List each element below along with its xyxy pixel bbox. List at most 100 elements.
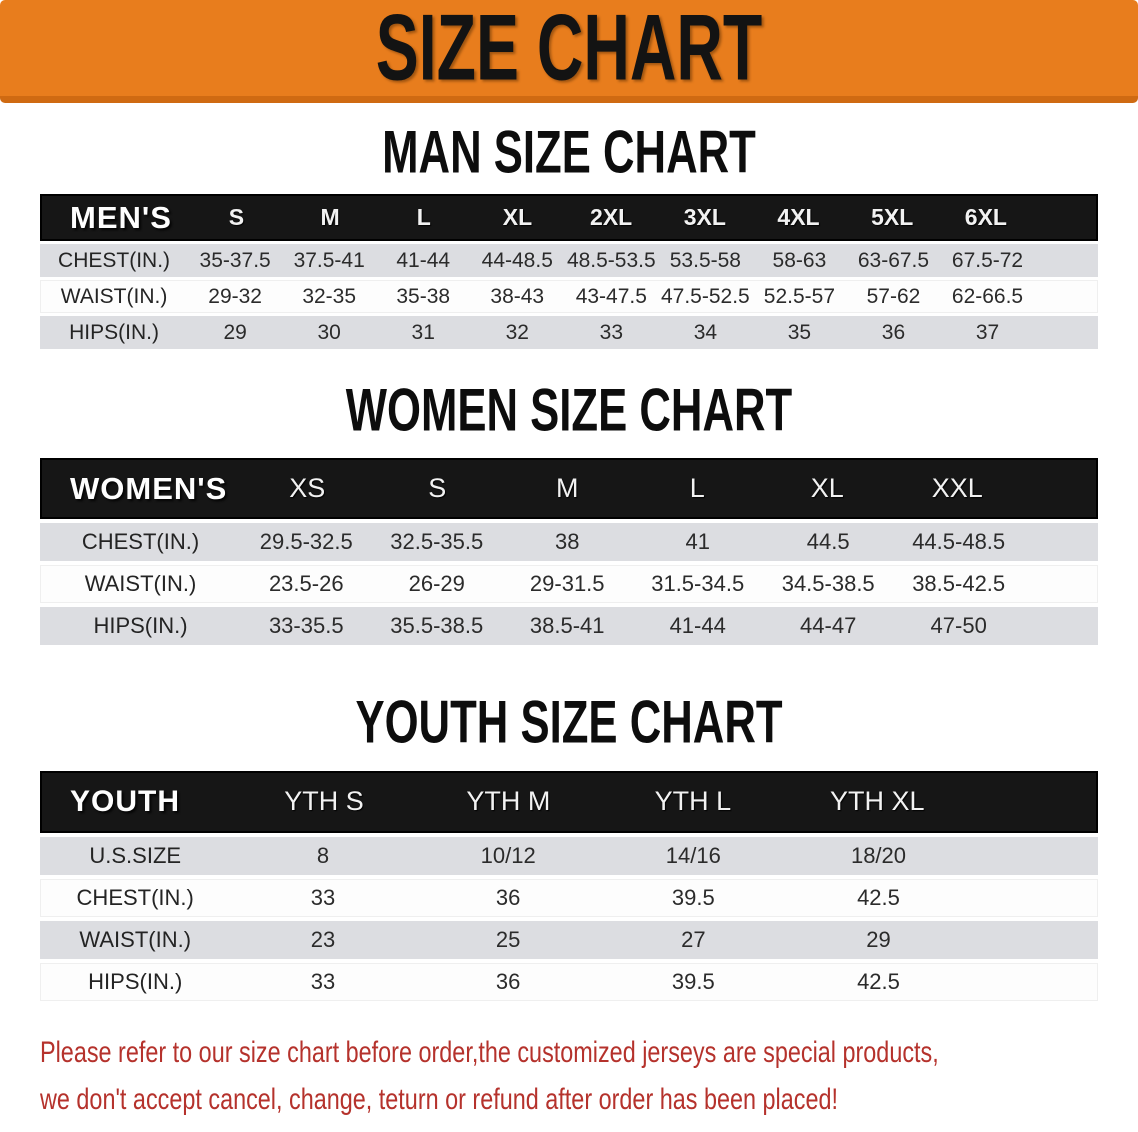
column-header: YTH XL — [830, 786, 925, 817]
size-value: 35.5-38.5 — [390, 613, 484, 639]
column-header: YTH L — [654, 786, 732, 817]
size-value: 44-47 — [800, 613, 857, 639]
size-value: 32 — [505, 320, 529, 344]
row-label: WAIST(IN.) — [60, 284, 168, 308]
size-value: 23 — [310, 926, 336, 952]
size-value: 41-44 — [669, 613, 726, 639]
size-value: 30 — [317, 320, 341, 344]
size-value: 26-29 — [408, 571, 465, 597]
banner-title: SIZE CHART — [375, 0, 763, 101]
row-label: HIPS(IN.) — [93, 613, 188, 639]
table-row: U.S.SIZE 8 10/12 14/16 18/20 — [40, 836, 1098, 875]
size-value: 43-47.5 — [575, 284, 647, 308]
size-value: 29 — [223, 320, 247, 344]
disclaimer-line-1: Please refer to our size chart before or… — [40, 1035, 939, 1069]
size-value: 62-66.5 — [951, 284, 1024, 308]
section-title: WOMEN SIZE CHART — [345, 375, 793, 444]
table-row: WAIST(IN.) 23.5-26 26-29 29-31.5 31.5-34.5 34… — [40, 565, 1098, 604]
size-value: 32-35 — [302, 284, 357, 308]
row-label: WAIST(IN.) — [84, 571, 197, 597]
column-header: S — [428, 473, 447, 504]
size-value: 29.5-32.5 — [259, 529, 353, 555]
size-value: 18/20 — [850, 842, 907, 868]
row-label: CHEST(IN.) — [81, 529, 200, 555]
size-value: 48.5-53.5 — [566, 248, 656, 272]
size-value: 31 — [411, 320, 435, 344]
size-value: 53.5-58 — [669, 248, 741, 272]
size-value: 38.5-42.5 — [912, 571, 1006, 597]
size-value: 44.5-48.5 — [912, 529, 1006, 555]
size-table: MEN'S S M L XL 2XL 3XL 4XL 5XL 6XL CHEST(IN.) 35-3… — [40, 194, 1098, 350]
row-label: CHEST(IN.) — [58, 248, 171, 272]
size-value: 58-63 — [772, 248, 827, 272]
size-value: 35 — [787, 320, 812, 344]
column-header: XL — [502, 204, 533, 231]
size-value: 42.5 — [857, 968, 900, 994]
size-section: MAN SIZE CHART MEN'S S M L XL 2XL 3XL 4XL 5XL 6XL… — [0, 121, 1138, 350]
banner: SIZE CHART — [0, 0, 1138, 103]
size-value: 44-48.5 — [481, 248, 553, 272]
size-section: WOMEN SIZE CHART WOMEN'S XS S M L XL XXL CHEST… — [0, 375, 1138, 646]
column-header: M — [556, 473, 579, 504]
table-row: HIPS(IN.) 33-35.5 35.5-38.5 38.5-41 41-44 44-… — [40, 607, 1098, 646]
disclaimer: Please refer to our size chart before or… — [40, 1029, 1138, 1123]
column-header: YTH M — [466, 786, 551, 817]
size-value: 39.5 — [671, 884, 715, 910]
column-header: L — [689, 473, 705, 504]
table-header-row: MEN'S S M L XL 2XL 3XL 4XL 5XL 6XL — [40, 194, 1098, 242]
size-table: YOUTH YTH S YTH M YTH L YTH XL U.S.SIZE 8 10/1… — [40, 770, 1098, 1001]
size-value: 37.5-41 — [293, 248, 365, 272]
size-section: YOUTH SIZE CHART YOUTH YTH S YTH M YTH L YTH… — [0, 692, 1138, 1001]
row-label: WAIST(IN.) — [79, 926, 192, 952]
size-value: 38 — [554, 529, 580, 555]
size-value: 25 — [495, 926, 521, 952]
column-header: M — [320, 204, 340, 231]
size-table: WOMEN'S XS S M L XL XXL CHEST(IN.) 29.5-32.5 32.… — [40, 458, 1098, 646]
row-label: HIPS(IN.) — [69, 320, 159, 344]
size-value: 57-62 — [866, 284, 921, 308]
disclaimer-line-2: we don't accept cancel, change, teturn o… — [40, 1082, 838, 1116]
size-value: 33-35.5 — [268, 613, 344, 639]
size-value: 35-37.5 — [199, 248, 271, 272]
size-value: 35-38 — [396, 284, 451, 308]
size-value: 29-32 — [208, 284, 262, 308]
size-value: 39.5 — [671, 968, 715, 994]
column-header: S — [228, 204, 245, 231]
table-row: CHEST(IN.) 29.5-32.5 32.5-35.5 38 41 44.5 44.5… — [40, 523, 1098, 562]
table-body: CHEST(IN.) 29.5-32.5 32.5-35.5 38 41 44.5 44.5… — [40, 523, 1098, 646]
size-value: 42.5 — [857, 884, 900, 910]
size-value: 23.5-26 — [268, 571, 344, 597]
column-header: 2XL — [590, 204, 633, 231]
table-group-label: MEN'S — [70, 199, 172, 235]
row-label: HIPS(IN.) — [88, 968, 183, 994]
size-value: 63-67.5 — [857, 248, 930, 272]
table-body: U.S.SIZE 8 10/12 14/16 18/20 CHEST(IN.) 33 36 39… — [40, 836, 1098, 1001]
column-header: 5XL — [871, 204, 914, 231]
size-value: 41-44 — [396, 248, 451, 272]
column-header: L — [416, 204, 431, 231]
column-header: 6XL — [964, 204, 1007, 231]
size-value: 27 — [681, 926, 706, 952]
size-value: 38-43 — [490, 284, 545, 308]
table-group-label: WOMEN'S — [70, 470, 228, 506]
table-row: CHEST(IN.) 33 36 39.5 42.5 — [40, 878, 1098, 917]
column-header: XXL — [931, 473, 983, 504]
size-value: 41 — [685, 529, 710, 555]
size-value: 47-50 — [930, 613, 987, 639]
column-header: YTH S — [284, 786, 364, 817]
column-header: XS — [289, 473, 326, 504]
table-row: WAIST(IN.) 29-32 32-35 35-38 38-43 43-47.5 47.… — [40, 280, 1098, 314]
size-value: 33 — [310, 968, 336, 994]
table-row: HIPS(IN.) 33 36 39.5 42.5 — [40, 962, 1098, 1001]
size-value: 36 — [495, 884, 521, 910]
size-value: 14/16 — [665, 842, 721, 868]
size-chart-sections: MAN SIZE CHART MEN'S S M L XL 2XL 3XL 4XL 5XL 6XL… — [0, 121, 1138, 1001]
size-value: 36 — [881, 320, 906, 344]
table-header-row: WOMEN'S XS S M L XL XXL — [40, 458, 1098, 520]
size-value: 36 — [495, 968, 521, 994]
size-value: 29-31.5 — [529, 571, 605, 597]
size-value: 38.5-41 — [529, 613, 605, 639]
table-row: WAIST(IN.) 23 25 27 29 — [40, 920, 1098, 959]
size-value: 67.5-72 — [951, 248, 1024, 272]
table-row: CHEST(IN.) 35-37.5 37.5-41 41-44 44-48.5 48.5… — [40, 244, 1098, 278]
